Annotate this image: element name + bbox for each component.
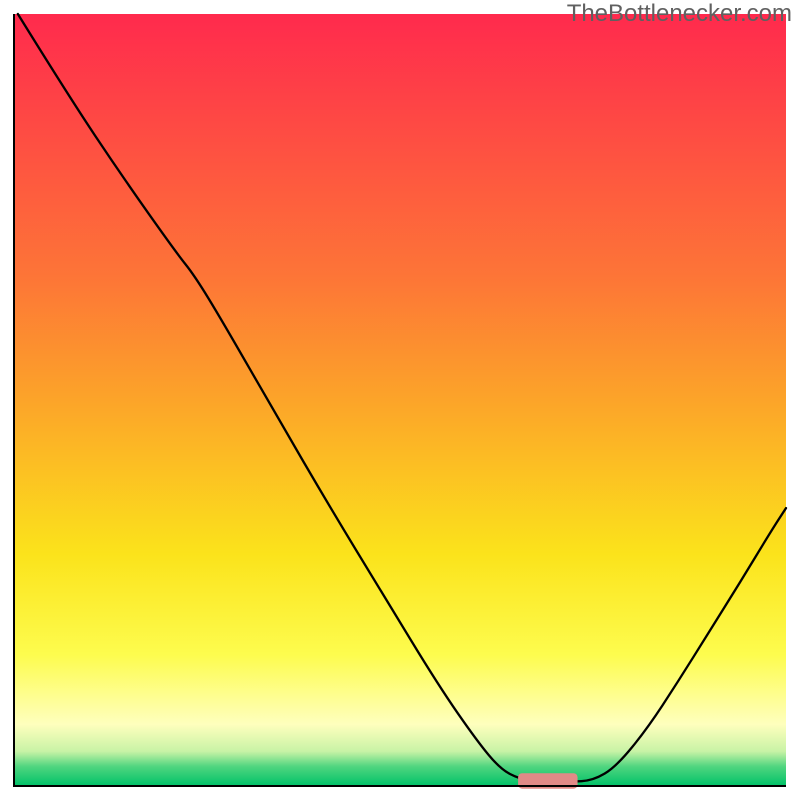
plot-background bbox=[14, 14, 786, 786]
bottleneck-chart: TheBottlenecker.com bbox=[0, 0, 800, 800]
watermark-text: TheBottlenecker.com bbox=[567, 0, 792, 28]
chart-svg bbox=[0, 0, 800, 800]
